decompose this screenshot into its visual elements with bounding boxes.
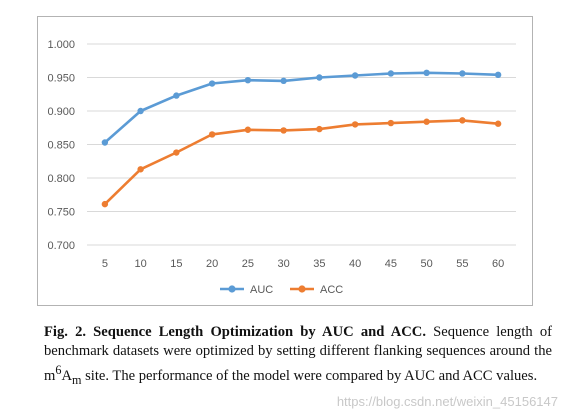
data-point-acc <box>351 121 359 128</box>
x-tick-label: 40 <box>349 258 361 270</box>
data-point-auc <box>244 76 252 84</box>
data-point-auc <box>316 74 323 81</box>
y-tick-label: 0.700 <box>47 240 75 252</box>
x-tick-label: 55 <box>456 258 468 270</box>
data-point-auc <box>494 71 502 79</box>
y-tick-label: 0.800 <box>47 173 75 185</box>
series-line-acc <box>103 119 500 206</box>
y-tick-label: 0.750 <box>47 207 75 219</box>
x-tick-label: 35 <box>313 258 325 270</box>
x-tick-label: 60 <box>492 258 504 270</box>
data-point-acc <box>244 126 252 133</box>
x-tick-label: 45 <box>385 258 397 270</box>
data-point-acc <box>280 127 287 134</box>
x-tick-label: 30 <box>278 258 290 270</box>
data-point-auc <box>280 77 287 85</box>
data-point-auc <box>137 107 144 115</box>
data-point-auc <box>173 92 180 99</box>
caption-superscript: 6 <box>55 363 62 377</box>
legend-marker-auc <box>228 285 236 293</box>
data-point-acc <box>316 125 323 133</box>
series-line-auc <box>103 71 500 144</box>
chart-frame: 0.700 0.750 0.800 0.850 0.900 0.950 1.000 5 10 15… <box>37 16 533 306</box>
line-chart: 0.700 0.750 0.800 0.850 0.900 0.950 1.000 5 10 15… <box>47 39 516 296</box>
data-point-acc <box>459 117 466 124</box>
data-point-auc <box>208 80 216 87</box>
x-tick-label: 15 <box>170 258 182 270</box>
y-tick-label: 0.950 <box>47 73 75 85</box>
caption-title: Sequence Length Optimization by AUC and … <box>93 324 426 340</box>
caption-label: Fig. 2. <box>44 324 87 340</box>
watermark: https://blog.csdn.net/weixin_45156147 <box>336 394 558 409</box>
data-point-acc <box>423 118 430 125</box>
y-tick-label: 0.850 <box>47 140 75 152</box>
x-tick-label: 20 <box>206 258 218 270</box>
caption-subscript: m <box>71 372 82 387</box>
data-point-auc <box>459 70 466 77</box>
x-tick-label: 5 <box>102 258 108 270</box>
x-tick-label: 10 <box>135 258 147 270</box>
data-point-acc <box>101 200 109 208</box>
data-point-auc <box>423 69 430 77</box>
data-point-auc <box>351 72 359 79</box>
y-tick-label: 0.900 <box>47 106 75 118</box>
figure-caption: Fig. 2. Sequence Length Optimization by … <box>44 323 552 390</box>
y-tick-label: 1.000 <box>47 39 75 51</box>
data-point-acc <box>173 149 180 156</box>
caption-text-end: site. The performance of the model were … <box>81 367 538 384</box>
caption-text-a: A <box>61 367 72 384</box>
data-point-auc <box>387 70 395 77</box>
legend-marker-acc <box>298 285 306 293</box>
caption-text: Sequence length of benchmark datasets we… <box>44 324 552 384</box>
legend-label-acc: ACC <box>320 284 343 296</box>
x-tick-label: 50 <box>421 258 433 270</box>
data-point-auc <box>101 139 109 146</box>
legend-label-auc: AUC <box>250 284 273 296</box>
data-point-acc <box>208 131 216 138</box>
x-tick-label: 25 <box>242 258 254 270</box>
data-point-acc <box>494 120 502 127</box>
data-point-acc <box>137 166 144 173</box>
data-point-acc <box>387 119 395 127</box>
